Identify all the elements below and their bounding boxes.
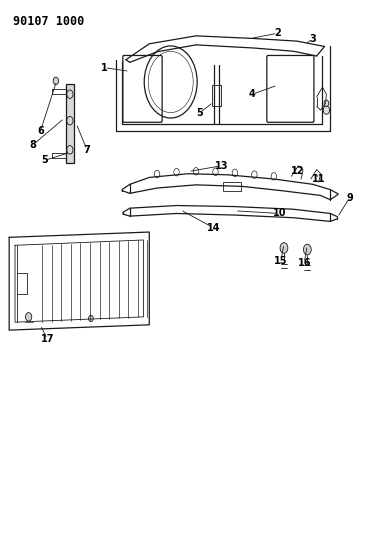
Bar bbox=[65, 84, 74, 163]
Circle shape bbox=[324, 100, 329, 107]
Text: 15: 15 bbox=[274, 256, 288, 266]
Text: 14: 14 bbox=[207, 223, 220, 233]
Text: 4: 4 bbox=[249, 89, 256, 99]
Text: 7: 7 bbox=[83, 145, 91, 155]
Text: 2: 2 bbox=[274, 28, 281, 38]
Circle shape bbox=[323, 106, 330, 114]
Text: 90107 1000: 90107 1000 bbox=[13, 14, 84, 28]
Circle shape bbox=[89, 316, 93, 321]
Text: 1: 1 bbox=[101, 63, 108, 72]
Text: 5: 5 bbox=[41, 156, 47, 165]
Bar bbox=[223, 182, 241, 191]
Circle shape bbox=[280, 243, 288, 253]
Text: 17: 17 bbox=[40, 334, 54, 344]
Text: 12: 12 bbox=[291, 166, 305, 176]
Text: 10: 10 bbox=[273, 208, 287, 219]
Text: 3: 3 bbox=[309, 34, 316, 44]
Circle shape bbox=[53, 77, 59, 85]
Text: 9: 9 bbox=[347, 192, 353, 203]
Text: 11: 11 bbox=[312, 174, 325, 184]
Text: 13: 13 bbox=[214, 161, 228, 171]
Text: 8: 8 bbox=[30, 140, 37, 150]
Text: 6: 6 bbox=[37, 126, 44, 136]
Text: 5: 5 bbox=[196, 108, 203, 118]
Text: 16: 16 bbox=[298, 258, 311, 268]
Circle shape bbox=[25, 313, 32, 321]
Circle shape bbox=[303, 244, 311, 255]
